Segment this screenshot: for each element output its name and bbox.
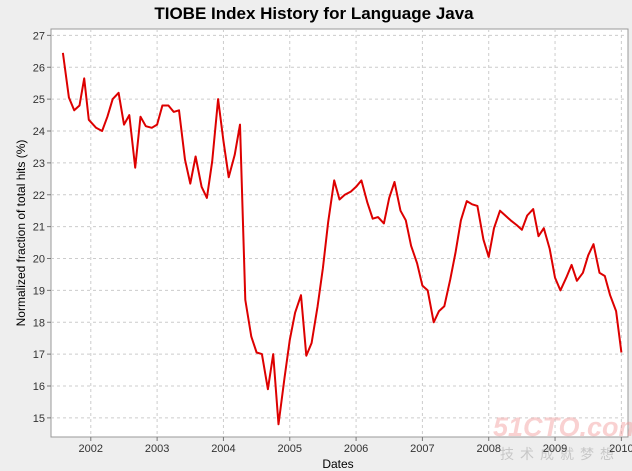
watermark-logo: 51CTO.com 技术成就梦想 xyxy=(493,412,632,463)
x-tick-label: 2008 xyxy=(476,443,500,455)
y-tick-label: 15 xyxy=(33,413,45,425)
y-tick-label: 24 xyxy=(33,126,45,138)
y-tick-label: 22 xyxy=(33,190,45,202)
y-tick-label: 19 xyxy=(33,285,45,297)
x-tick-label: 2002 xyxy=(79,443,103,455)
y-tick-label: 23 xyxy=(33,158,45,170)
series-line xyxy=(61,52,623,426)
y-tick-label: 16 xyxy=(33,381,45,393)
x-tick-label: 2004 xyxy=(211,443,235,455)
x-tick-label: 2007 xyxy=(410,443,434,455)
x-tick-label: 2010 xyxy=(609,443,632,455)
svg-text:51CTO.com: 51CTO.com xyxy=(493,412,632,442)
grid xyxy=(51,29,628,437)
y-axis-label: Normalized fraction of total hits (%) xyxy=(14,140,28,327)
x-tick-label: 2005 xyxy=(278,443,302,455)
x-axis-label: Dates xyxy=(322,457,353,471)
x-tick-label: 2006 xyxy=(344,443,368,455)
y-tick-label: 26 xyxy=(33,62,45,74)
series-layer xyxy=(61,52,623,426)
y-tick-label: 17 xyxy=(33,349,45,361)
y-tick-label: 21 xyxy=(33,222,45,234)
svg-text:技术成就梦想: 技术成就梦想 xyxy=(500,447,620,463)
y-tick-label: 27 xyxy=(33,30,45,42)
y-tick-label: 25 xyxy=(33,94,45,106)
x-tick-label: 2003 xyxy=(145,443,169,455)
x-tick-label: 2009 xyxy=(543,443,567,455)
plot-area xyxy=(50,28,629,438)
chart-title: TIOBE Index History for Language Java xyxy=(154,4,474,23)
y-tick-label: 18 xyxy=(33,317,45,329)
axis-ticks: 15 16 17 18 19 20 21 22 23 24 25 26 27 2002 2003 2004 20… xyxy=(33,30,632,455)
y-tick-label: 20 xyxy=(33,254,45,266)
